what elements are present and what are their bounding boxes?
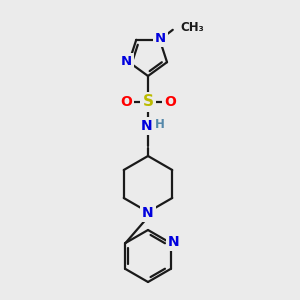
Text: N: N xyxy=(155,32,166,45)
Text: N: N xyxy=(168,235,179,249)
Text: CH₃: CH₃ xyxy=(181,21,205,34)
Text: N: N xyxy=(141,119,153,133)
Text: S: S xyxy=(142,94,154,110)
Text: N: N xyxy=(120,55,131,68)
Text: O: O xyxy=(120,95,132,109)
Text: H: H xyxy=(155,118,165,130)
Text: O: O xyxy=(164,95,176,109)
Text: N: N xyxy=(142,206,154,220)
